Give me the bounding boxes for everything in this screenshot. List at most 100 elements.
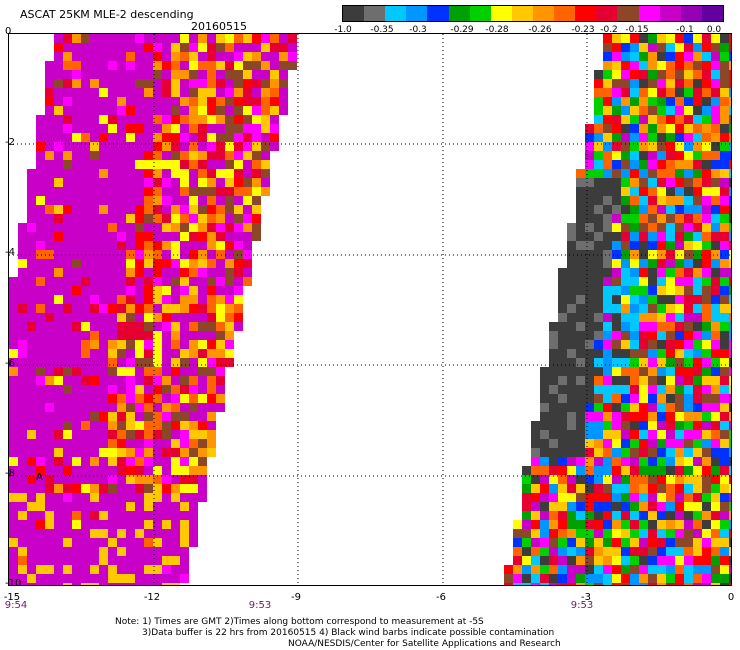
swath-cell <box>729 574 731 583</box>
swath-cell <box>612 61 621 70</box>
swath-cell <box>702 295 711 304</box>
swath-cell <box>135 430 144 439</box>
swath-cell <box>36 430 45 439</box>
swath-cell <box>90 232 99 241</box>
swath-cell <box>225 358 234 367</box>
swath-cell <box>711 547 720 556</box>
swath-cell <box>72 61 81 70</box>
swath-cell <box>567 340 576 349</box>
swath-cell <box>657 214 666 223</box>
swath-cell <box>135 34 144 43</box>
swath-cell <box>36 349 45 358</box>
swath-cell <box>135 349 144 358</box>
swath-cell <box>630 412 639 421</box>
swath-cell <box>225 61 234 70</box>
swath-cell <box>702 385 711 394</box>
swath-cell <box>18 466 27 475</box>
swath-cell <box>729 232 731 241</box>
swath-cell <box>162 277 171 286</box>
swath-cell <box>684 421 693 430</box>
swath-cell <box>639 214 648 223</box>
swath-cell <box>162 502 171 511</box>
swath-cell <box>108 340 117 349</box>
swath-cell <box>144 88 153 97</box>
swath-cell <box>117 70 126 79</box>
swath-cell <box>720 439 729 448</box>
swath-cell <box>63 340 72 349</box>
swath-cell <box>648 214 657 223</box>
swath-cell <box>144 160 153 169</box>
swath-cell <box>81 178 90 187</box>
swath-cell <box>72 313 81 322</box>
swath-cell <box>270 79 279 88</box>
swath-cell <box>684 196 693 205</box>
swath-cell <box>54 178 63 187</box>
swath-cell <box>675 475 684 484</box>
swath-cell <box>603 115 612 124</box>
swath-cell <box>72 421 81 430</box>
swath-cell <box>612 34 621 43</box>
swath-cell <box>585 268 594 277</box>
swath-cell <box>702 466 711 475</box>
swath-cell <box>72 70 81 79</box>
swath-cell <box>90 520 99 529</box>
swath-cell <box>630 367 639 376</box>
swath-cell <box>729 493 731 502</box>
swath-cell <box>279 88 288 97</box>
swath-cell <box>648 421 657 430</box>
swath-cell <box>603 520 612 529</box>
swath-cell <box>153 259 162 268</box>
swath-cell <box>99 331 108 340</box>
colorbar-label: -0.15 <box>625 25 649 35</box>
swath-cell <box>198 493 207 502</box>
swath-cell <box>81 268 90 277</box>
swath-cell <box>576 286 585 295</box>
swath-cell <box>585 583 594 585</box>
swath-cell <box>171 133 180 142</box>
swath-cell <box>135 394 144 403</box>
swath-cell <box>180 160 189 169</box>
swath-cell <box>99 421 108 430</box>
swath-cell <box>621 205 630 214</box>
swath-cell <box>639 475 648 484</box>
swath-cell <box>144 475 153 484</box>
swath-cell <box>216 79 225 88</box>
swath-cell <box>27 169 36 178</box>
swath-cell <box>198 250 207 259</box>
swath-cell <box>729 583 731 585</box>
swath-cell <box>90 304 99 313</box>
swath-cell <box>243 97 252 106</box>
swath-cell <box>531 538 540 547</box>
swath-cell <box>36 223 45 232</box>
swath-cell <box>72 79 81 88</box>
swath-cell <box>144 385 153 394</box>
swath-cell <box>585 205 594 214</box>
swath-cell <box>108 286 117 295</box>
swath-cell <box>711 349 720 358</box>
swath-cell <box>693 106 702 115</box>
swath-cell <box>567 304 576 313</box>
swath-cell <box>9 439 18 448</box>
swath-cell <box>126 61 135 70</box>
swath-cell <box>711 214 720 223</box>
swath-cell <box>171 106 180 115</box>
swath-cell <box>63 367 72 376</box>
swath-cell <box>657 70 666 79</box>
swath-cell <box>117 583 126 585</box>
swath-cell <box>594 421 603 430</box>
swath-cell <box>612 367 621 376</box>
swath-cell <box>90 331 99 340</box>
swath-cell <box>72 394 81 403</box>
swath-cell <box>621 97 630 106</box>
swath-cell <box>513 583 522 585</box>
swath-cell <box>576 349 585 358</box>
swath-cell <box>729 511 731 520</box>
swath-cell <box>45 565 54 574</box>
swath-cell <box>36 214 45 223</box>
swath-cell <box>144 196 153 205</box>
swath-cell <box>72 430 81 439</box>
swath-cell <box>630 430 639 439</box>
swath-cell <box>648 106 657 115</box>
swath-cell <box>567 502 576 511</box>
swath-cell <box>117 277 126 286</box>
